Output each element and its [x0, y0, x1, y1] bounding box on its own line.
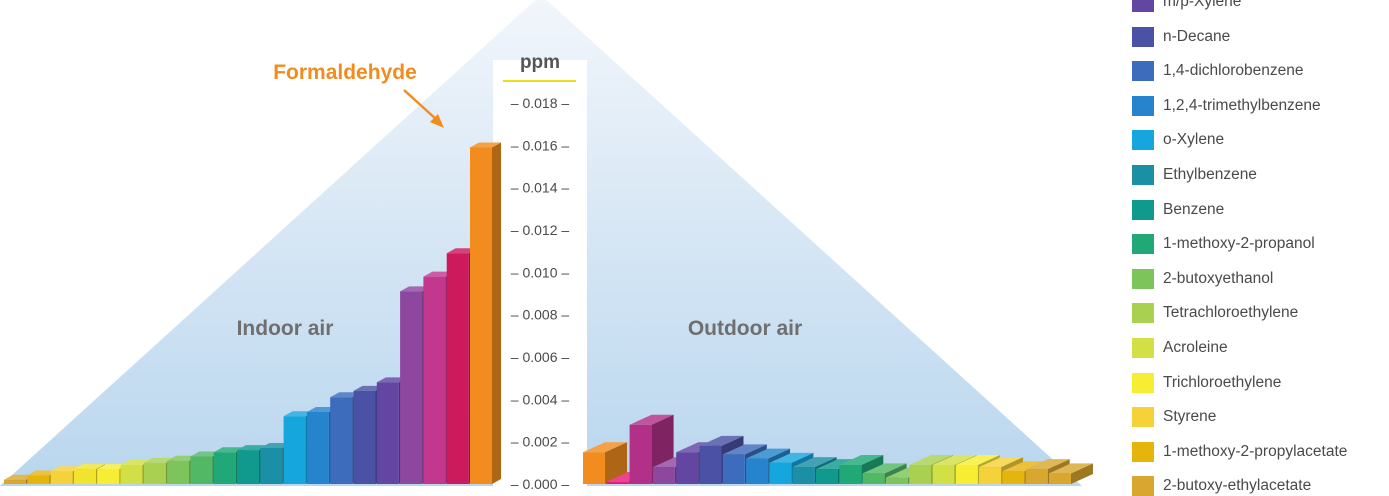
- outdoor-air-label: Outdoor air: [688, 317, 802, 340]
- legend-swatch: [1132, 61, 1154, 82]
- legend-item: m/p-Xylene: [1132, 0, 1241, 12]
- legend-swatch: [1132, 95, 1154, 116]
- legend-item: 1-methoxy-2-propylacetate: [1132, 441, 1348, 462]
- legend-item: n-Decane: [1132, 26, 1231, 47]
- legend-item: 2-butoxy-ethylacetate: [1132, 476, 1311, 496]
- legend-swatch: [1132, 26, 1154, 47]
- legend-label: m/p-Xylene: [1163, 0, 1242, 10]
- y-tick-label: – 0.008 –: [511, 307, 570, 323]
- legend-label: o-Xylene: [1163, 131, 1225, 149]
- bar: [470, 142, 501, 484]
- legend-item: Ethylbenzene: [1132, 165, 1257, 185]
- legend-item: o-Xylene: [1132, 130, 1225, 151]
- legend-item: Styrene: [1132, 407, 1217, 428]
- legend-swatch: [1132, 0, 1154, 12]
- legend-swatch: [1132, 234, 1154, 255]
- legend-item: 1-methoxy-2-propanol: [1132, 234, 1315, 255]
- y-tick-label: – 0.000 –: [511, 476, 570, 492]
- callout-arrow: [403, 89, 444, 128]
- legend-item: Benzene: [1132, 199, 1225, 220]
- legend-label: Tetrachloroethylene: [1163, 304, 1299, 322]
- legend-label: 1-methoxy-2-propanol: [1163, 235, 1315, 253]
- legend-swatch: [1132, 372, 1154, 393]
- y-tick-label: – 0.018 –: [511, 95, 570, 111]
- legend-swatch: [1132, 130, 1154, 151]
- y-tick-label: – 0.002 –: [511, 434, 570, 450]
- legend-label: 1,4-dichlorobenzene: [1163, 62, 1304, 80]
- indoor-air-label: Indoor air: [237, 317, 334, 340]
- legend-item: Tetrachloroethylene: [1132, 303, 1299, 324]
- y-axis-ticks: – 0.000 – – 0.002 – – 0.004 – – 0.006 – – 0.…: [511, 95, 570, 492]
- legend-swatch: [1132, 303, 1154, 324]
- legend-label: Trichloroethylene: [1163, 373, 1282, 391]
- y-tick-label: – 0.006 –: [511, 349, 570, 365]
- y-tick-label: – 0.012 –: [511, 222, 570, 238]
- legend-label: Benzene: [1163, 200, 1225, 218]
- y-axis-unit-label: ppm: [520, 52, 560, 73]
- legend-label: n-Decane: [1163, 27, 1231, 45]
- bar: [583, 442, 627, 484]
- legend-swatch: [1132, 441, 1154, 462]
- legend-label: Acroleine: [1163, 339, 1228, 356]
- legend-swatch: [1132, 165, 1154, 185]
- y-tick-label: – 0.014 –: [511, 180, 570, 196]
- legend-label: 2-butoxyethanol: [1163, 269, 1274, 287]
- legend-swatch: [1132, 338, 1154, 358]
- formaldehyde-callout: Formaldehyde: [273, 61, 417, 84]
- legend-swatch: [1132, 407, 1154, 428]
- legend-label: 1-methoxy-2-propylacetate: [1163, 442, 1348, 460]
- legend-swatch: [1132, 476, 1154, 496]
- legend-item: Acroleine: [1132, 338, 1228, 358]
- legend-item: Trichloroethylene: [1132, 372, 1282, 393]
- legend-label: 2-butoxy-ethylacetate: [1163, 477, 1312, 495]
- bar: [1049, 463, 1093, 484]
- legend-swatch: [1132, 268, 1154, 289]
- legend-item: 2-butoxyethanol: [1132, 268, 1274, 289]
- outdoor-bars: [583, 414, 1093, 484]
- legend-item: 1,2,4-trimethylbenzene: [1132, 95, 1321, 116]
- axis-band: [493, 60, 587, 494]
- legend-item: 1,4-dichlorobenzene: [1132, 61, 1304, 82]
- indoor-bars: [4, 142, 501, 484]
- legend-label: Ethylbenzene: [1163, 166, 1257, 183]
- legend-label: 1,2,4-trimethylbenzene: [1163, 96, 1321, 114]
- y-tick-label: – 0.004 –: [511, 391, 570, 407]
- y-tick-label: – 0.016 –: [511, 137, 570, 153]
- y-tick-label: – 0.010 –: [511, 264, 570, 280]
- legend-label: Styrene: [1163, 408, 1217, 426]
- legend-swatch: [1132, 199, 1154, 220]
